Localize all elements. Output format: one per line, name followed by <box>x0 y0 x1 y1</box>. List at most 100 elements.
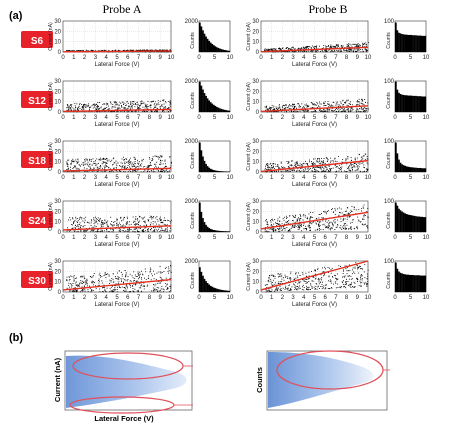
scatter-point <box>168 220 170 221</box>
scatter-point <box>68 50 70 51</box>
scatter-point <box>139 108 141 109</box>
scatter-point <box>296 111 298 113</box>
scatter-point <box>95 107 97 109</box>
scatter-point <box>159 163 160 165</box>
scatter-point <box>85 283 86 285</box>
x-axis-label: Lateral Force (V) <box>292 182 337 188</box>
scatter-point <box>348 110 350 112</box>
scatter-point <box>159 276 161 278</box>
scatter-point <box>362 109 364 111</box>
scatter-point <box>131 111 133 113</box>
scatter-point <box>130 102 132 104</box>
y-tick-label: 0 <box>256 290 260 296</box>
scatter-point <box>271 48 273 50</box>
scatter-point <box>115 163 117 165</box>
scatter-point <box>162 288 164 290</box>
scatter-point <box>357 281 358 282</box>
scatter-point <box>109 283 110 284</box>
scatter-point <box>322 47 324 49</box>
scatter-point <box>137 273 139 275</box>
histogram-bar <box>217 170 220 172</box>
scatter-point <box>150 225 152 227</box>
scatter-point <box>156 155 158 157</box>
scatter-point <box>300 50 302 52</box>
histogram-bar <box>211 43 214 52</box>
scatter-point <box>337 45 338 47</box>
scatter-point <box>79 217 81 219</box>
scatter-point <box>295 214 297 216</box>
scatter-point <box>343 50 345 51</box>
scatter-point <box>77 107 79 109</box>
scatter-point <box>149 165 151 167</box>
scatter-point <box>137 219 138 221</box>
scatter-point <box>359 266 361 267</box>
scatter-point <box>73 279 75 281</box>
scatter-point <box>92 158 94 160</box>
scatter-point <box>109 279 111 281</box>
scatter-point <box>144 106 146 107</box>
scatter-point <box>319 101 320 103</box>
x-tick-label: 6 <box>324 175 328 181</box>
scatter-point <box>325 284 326 286</box>
scatter-point <box>94 106 95 108</box>
scatter-point <box>157 100 159 102</box>
scatter-point <box>85 230 87 232</box>
scatter-point <box>298 281 300 283</box>
scatter-point <box>70 104 72 105</box>
scatter-point <box>348 166 350 168</box>
scatter-point <box>143 288 145 290</box>
scatter-point <box>279 49 281 51</box>
scatter-point <box>140 285 142 286</box>
scatter-point <box>307 171 309 172</box>
scatter-point <box>298 103 300 105</box>
scatter-point <box>272 279 274 281</box>
scatter-point <box>83 105 84 107</box>
scatter-point <box>335 111 337 113</box>
scatter-point <box>125 285 127 287</box>
y-axis-label: Current (nA) <box>48 202 54 231</box>
scatter-point <box>116 103 118 105</box>
scatter-point <box>123 217 125 218</box>
scatter-point <box>267 228 269 230</box>
scatter-point <box>273 274 275 276</box>
scatter-point <box>67 50 69 52</box>
scatter-point <box>345 171 347 173</box>
scatter-point <box>294 48 296 50</box>
scatter-point <box>74 230 76 232</box>
scatter-point <box>93 167 95 169</box>
scatter-point <box>272 49 273 51</box>
scatter-point <box>121 279 122 281</box>
scatter-point <box>117 162 119 164</box>
scatter-point <box>139 274 141 276</box>
scatter-point <box>315 47 317 49</box>
scatter-point <box>363 282 365 284</box>
scatter-point <box>118 279 120 281</box>
scatter-point <box>127 287 128 289</box>
scatter-point <box>298 50 299 52</box>
scatter-point <box>171 219 172 221</box>
scatter-point <box>159 281 161 283</box>
scatter-point <box>80 230 82 232</box>
scatter-point <box>337 108 339 110</box>
scatter-point <box>101 111 103 112</box>
scatter-point <box>364 153 366 155</box>
scatter-point <box>118 277 120 278</box>
scatter-point <box>68 279 70 281</box>
scatter-point <box>266 230 268 232</box>
scatter-point <box>111 278 113 279</box>
scatter-point <box>154 111 155 112</box>
scatter-point <box>270 169 272 170</box>
scatter-point <box>275 288 277 289</box>
scatter-point <box>129 221 130 223</box>
sample-badge-label: S24 <box>28 216 46 227</box>
scatter-point <box>346 270 348 271</box>
scatter-point <box>82 49 84 51</box>
scatter-point <box>294 106 296 108</box>
scatter-point <box>309 219 311 221</box>
scatter-point <box>284 216 286 218</box>
scatter-point <box>265 289 267 291</box>
scatter-point <box>361 223 363 225</box>
scatter-point <box>324 288 326 290</box>
scatter-point <box>144 221 146 223</box>
scatter-point <box>83 167 85 169</box>
